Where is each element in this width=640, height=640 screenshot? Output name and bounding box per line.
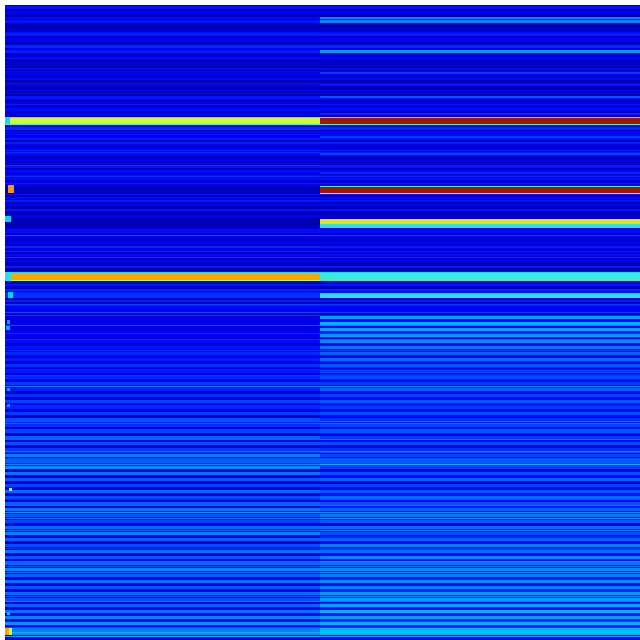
heatmap-image[interactable] — [5, 5, 640, 640]
heatmap-plot-area[interactable] — [5, 5, 640, 640]
